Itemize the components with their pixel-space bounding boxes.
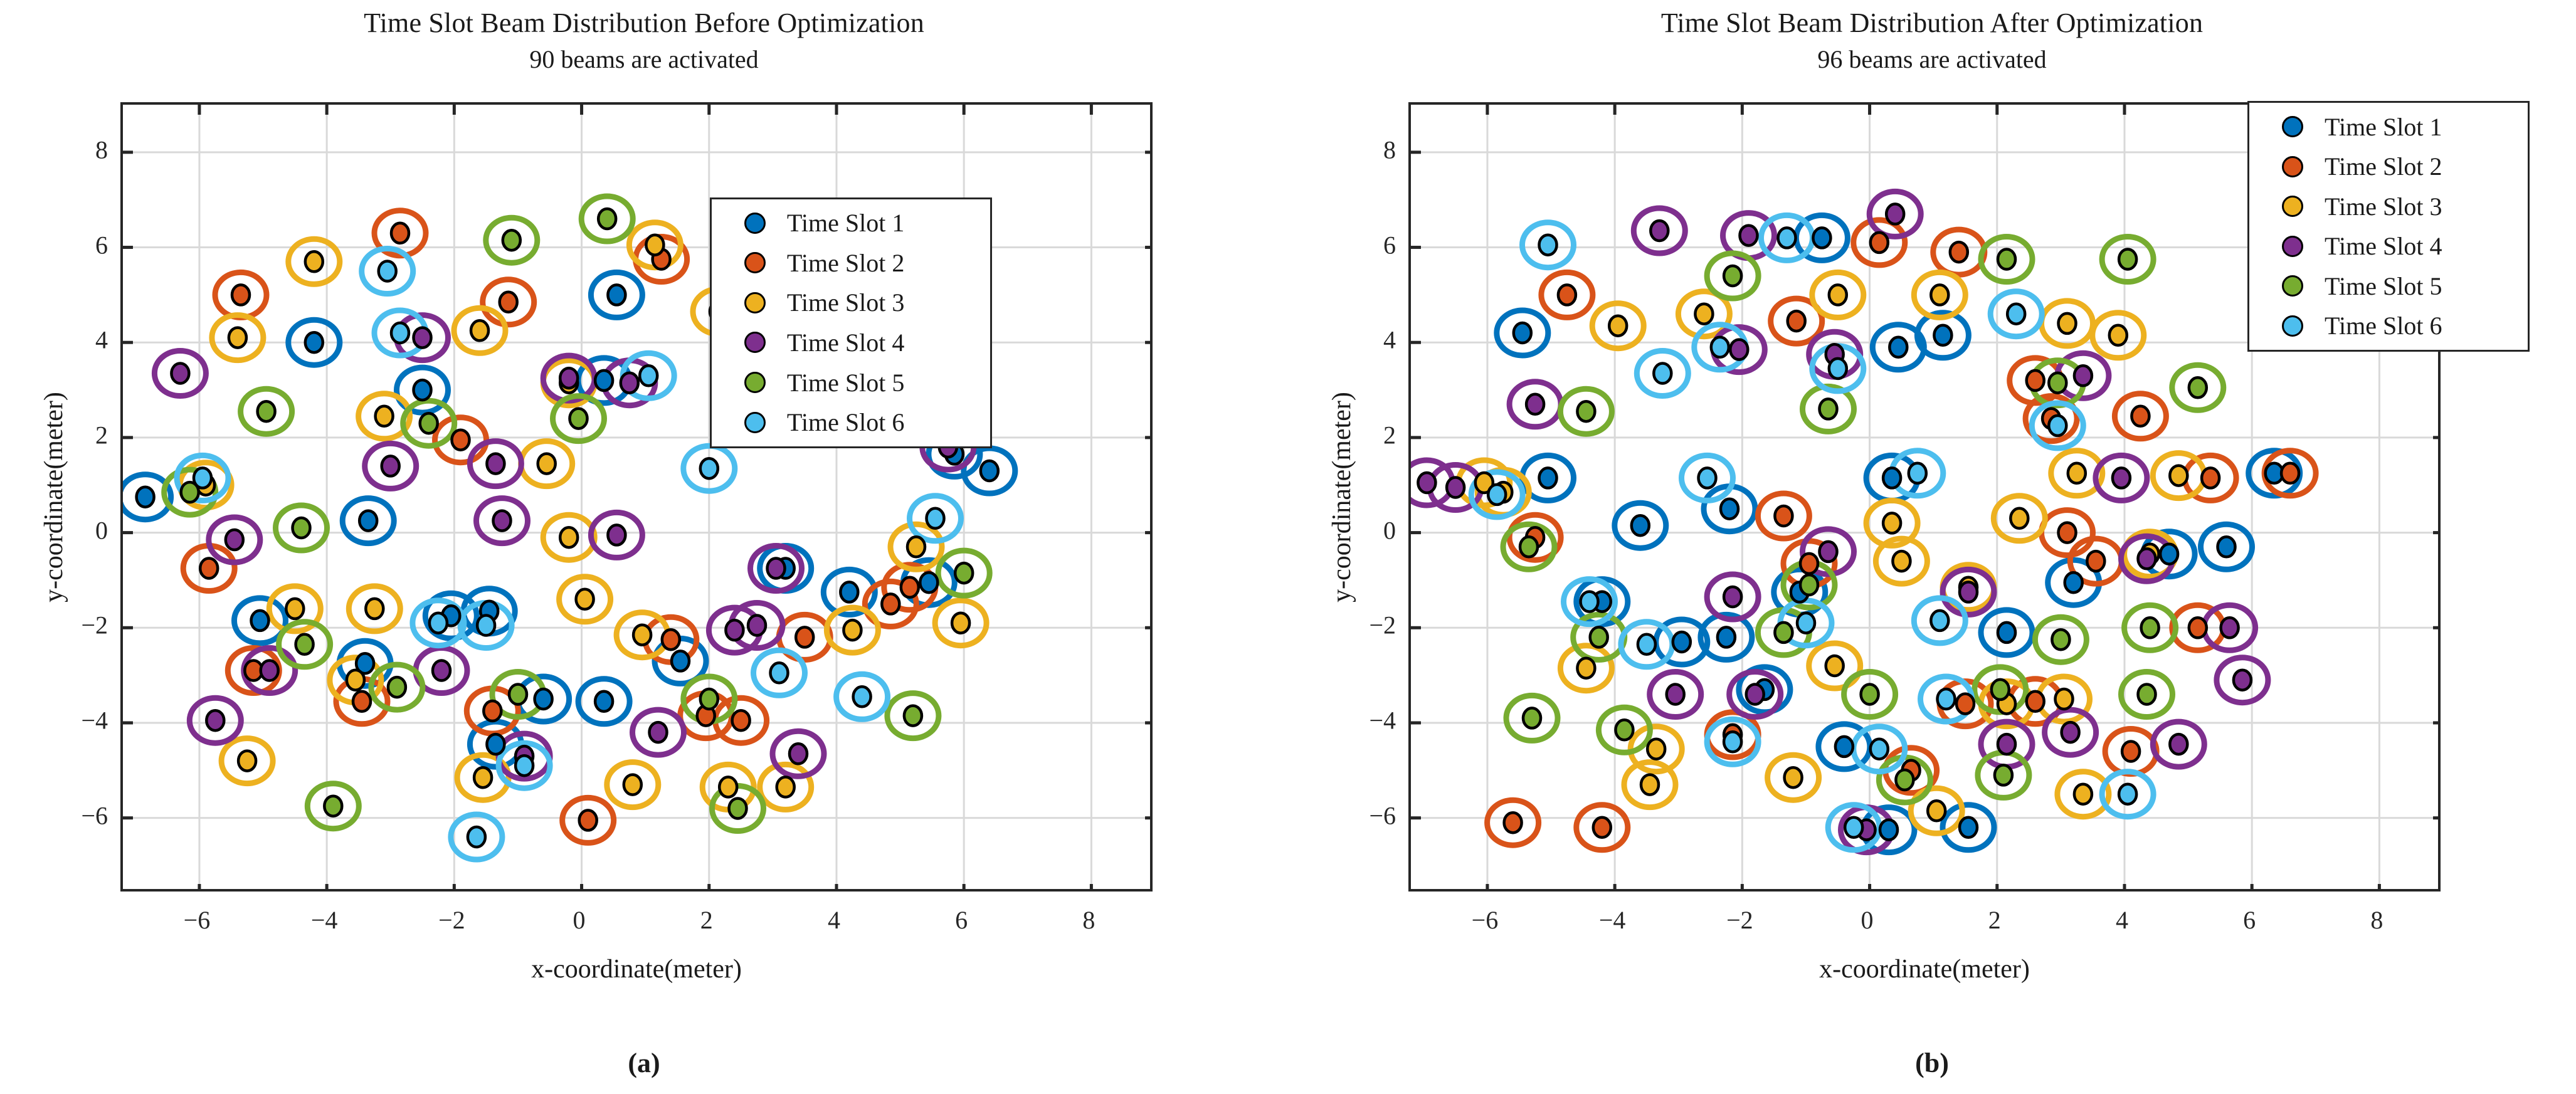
panel-b-title: Time Slot Beam Distribution After Optimi… (1660, 8, 2204, 38)
x-tick-label: 0 (1861, 906, 1874, 934)
legend-label-slot5: Time Slot 5 (786, 368, 905, 397)
panel-a-title: Time Slot Beam Distribution Before Optim… (364, 8, 924, 38)
legend-label-slot1: Time Slot 1 (2325, 112, 2442, 141)
y-tick-label: 8 (95, 135, 108, 164)
legend-label-slot6: Time Slot 6 (786, 408, 905, 437)
panel-a-y-axis-title: y-coordinate(meter) (40, 391, 68, 602)
x-tick-label: −6 (1471, 906, 1499, 934)
x-tick-label: 2 (700, 906, 713, 934)
legend-label-slot2: Time Slot 2 (2325, 152, 2442, 181)
legend-item-slot1[interactable]: Time Slot 1 (2261, 110, 2511, 143)
legend-label-slot6: Time Slot 6 (2325, 312, 2442, 340)
legend-item-slot5[interactable]: Time Slot 5 (2261, 270, 2511, 302)
panel-a-caption-text: (a) (628, 1048, 660, 1078)
legend-item-slot6[interactable]: Time Slot 6 (723, 406, 974, 439)
legend-item-slot6[interactable]: Time Slot 6 (2261, 310, 2511, 342)
x-tick-label: −2 (438, 906, 465, 934)
legend-label-slot3: Time Slot 3 (786, 288, 905, 317)
legend-swatch-slot1 (2282, 116, 2303, 137)
y-tick-label: 0 (95, 516, 108, 545)
x-tick-label: 8 (2370, 906, 2383, 934)
x-tick-label: −4 (1598, 906, 1626, 934)
x-tick-label: −2 (1726, 906, 1753, 934)
panel-a-title-block: Time Slot Beam Distribution Before Optim… (0, 5, 1288, 76)
y-tick-label: 0 (1383, 516, 1396, 545)
y-tick-label: −4 (1369, 706, 1396, 735)
legend-label-slot4: Time Slot 4 (786, 328, 905, 357)
panel-b-caption: (b) (1288, 1047, 2576, 1079)
x-tick-label: 0 (573, 906, 586, 934)
legend-item-slot4[interactable]: Time Slot 4 (2261, 230, 2511, 263)
legend-item-slot2[interactable]: Time Slot 2 (2261, 150, 2511, 183)
panel-b-y-axis-title: y-coordinate(meter) (1328, 391, 1356, 602)
legend-swatch-slot3 (744, 292, 766, 313)
legend-item-slot5[interactable]: Time Slot 5 (723, 366, 974, 399)
y-tick-label: 2 (1383, 421, 1396, 450)
legend-label-slot2: Time Slot 2 (786, 248, 905, 277)
panel-b-data-points (1411, 105, 2438, 889)
y-tick-label: 4 (95, 325, 108, 354)
x-tick-label: 6 (955, 906, 968, 934)
panel-a-caption: (a) (0, 1047, 1288, 1079)
panel-b-x-axis-title: x-coordinate(meter) (1819, 955, 2030, 984)
legend-swatch-slot5 (2282, 275, 2303, 297)
legend-item-slot2[interactable]: Time Slot 2 (723, 246, 974, 279)
x-tick-label: 6 (2243, 906, 2256, 934)
legend-label-slot1: Time Slot 1 (786, 209, 905, 238)
panel-b-plot-area (1408, 102, 2441, 892)
panel-a-data-points (123, 105, 1150, 889)
legend-item-slot1[interactable]: Time Slot 1 (723, 207, 974, 239)
y-tick-label: 8 (1383, 135, 1396, 164)
panel-b-caption-text: (b) (1915, 1048, 1949, 1078)
panel-a-subtitle: 90 beams are activated (529, 45, 759, 74)
legend-swatch-slot4 (2282, 235, 2303, 257)
y-tick-label: −2 (81, 611, 108, 639)
y-tick-label: 4 (1383, 325, 1396, 354)
panel-b-subtitle: 96 beams are activated (1817, 45, 2047, 74)
panel-a: Time Slot Beam Distribution Before Optim… (0, 5, 1288, 1079)
legend-label-slot4: Time Slot 4 (2325, 232, 2442, 261)
legend-swatch-slot3 (2282, 196, 2303, 218)
panel-a-plot-area (120, 102, 1153, 892)
legend-swatch-slot2 (744, 252, 766, 274)
panel-a-x-axis-title: x-coordinate(meter) (531, 955, 742, 984)
legend-swatch-slot6 (2282, 315, 2303, 337)
legend-swatch-slot2 (2282, 155, 2303, 177)
x-tick-label: −6 (183, 906, 211, 934)
legend-item-slot4[interactable]: Time Slot 4 (723, 326, 974, 359)
legend-swatch-slot4 (744, 332, 766, 354)
legend-swatch-slot5 (744, 372, 766, 394)
y-tick-label: −6 (1369, 801, 1396, 830)
legend-label-slot5: Time Slot 5 (2325, 271, 2442, 300)
x-tick-label: 2 (1988, 906, 2001, 934)
legend-item-slot3[interactable]: Time Slot 3 (2261, 190, 2511, 223)
y-tick-label: −2 (1369, 611, 1396, 639)
y-tick-label: 6 (95, 231, 108, 260)
y-tick-label: −4 (81, 706, 108, 735)
legend-label-slot3: Time Slot 3 (2325, 192, 2442, 221)
x-tick-label: 4 (2115, 906, 2128, 934)
x-tick-label: −4 (310, 906, 338, 934)
panel-b-title-block: Time Slot Beam Distribution After Optimi… (1288, 5, 2576, 76)
panel-a-legend[interactable]: Time Slot 1 Time Slot 2 Time Slot 3 Time Sl… (709, 197, 992, 448)
legend-swatch-slot1 (744, 212, 766, 234)
panel-b: Time Slot Beam Distribution After Optimi… (1288, 0, 2576, 1094)
legend-swatch-slot6 (744, 411, 766, 433)
y-tick-label: −6 (81, 801, 108, 830)
x-tick-label: 8 (1082, 906, 1095, 934)
legend-item-slot3[interactable]: Time Slot 3 (723, 287, 974, 319)
y-tick-label: 6 (1383, 231, 1396, 260)
y-tick-label: 2 (95, 421, 108, 450)
x-tick-label: 4 (827, 906, 840, 934)
panel-b-legend[interactable]: Time Slot 1 Time Slot 2 Time Slot 3 Time Sl… (2247, 101, 2530, 352)
